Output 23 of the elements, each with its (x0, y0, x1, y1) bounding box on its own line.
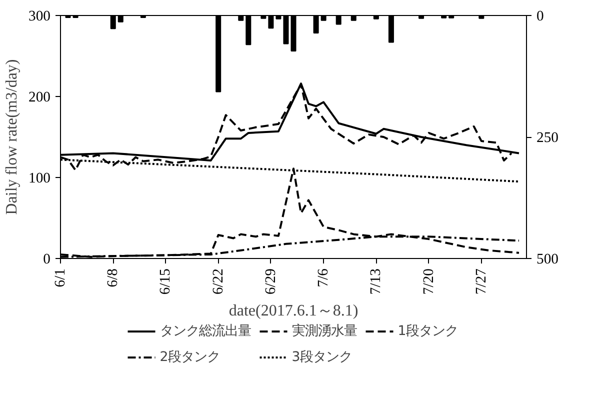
x-axis-title: date(2017.6.1～8.1) (228, 302, 358, 320)
y-tick-label: 200 (28, 90, 50, 106)
x-tick-label: 6/15 (158, 268, 174, 295)
legend-label: 2段タンク (160, 349, 220, 366)
legend-label: 3段タンク (292, 349, 352, 366)
legend-label: 実測湧水量 (292, 322, 357, 340)
x-tick-label: 6/1 (52, 268, 68, 288)
y-tick-label: 0 (43, 252, 50, 268)
x-tick-label: 6/29 (262, 268, 279, 295)
x-tick-label: 6/22 (210, 268, 226, 295)
x-tick-label: 7/6 (316, 268, 332, 288)
legend-label: 1段タンク (398, 323, 458, 340)
x-tick-label: 7/13 (368, 268, 384, 295)
y2-tick-label: 500 (536, 252, 558, 268)
x-tick-label: 7/27 (473, 268, 490, 295)
x-tick-label: 6/8 (105, 268, 122, 288)
x-tick-label: 7/20 (420, 268, 437, 295)
y-tick-label: 300 (28, 8, 50, 24)
y2-tick-label: 0 (536, 8, 544, 24)
legend-label: タンク総流出量 (160, 322, 251, 340)
y2-tick-label: 250 (536, 130, 558, 146)
y-axis-title: Daily flow rate(m3/day) (4, 59, 21, 215)
y-tick-label: 100 (28, 170, 50, 186)
